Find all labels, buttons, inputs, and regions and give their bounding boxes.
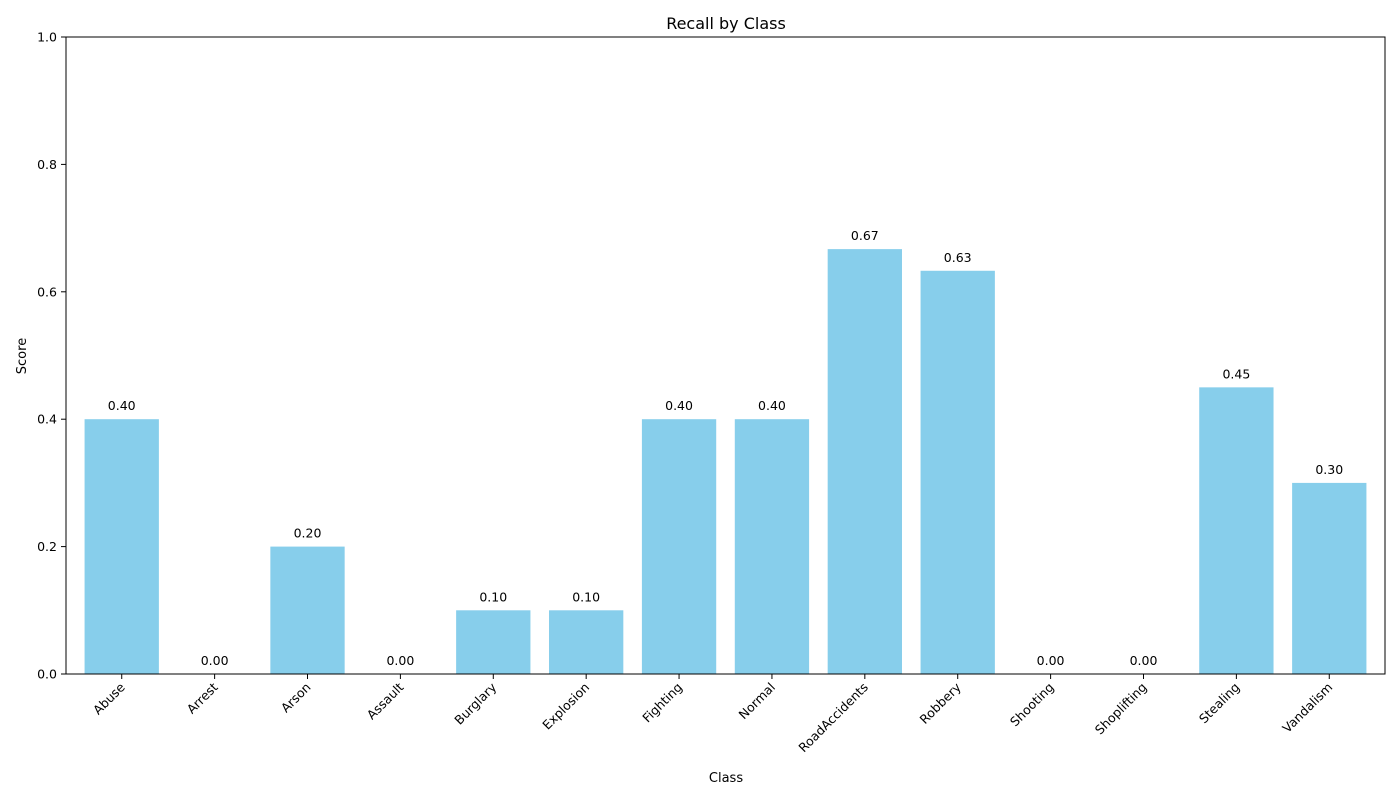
y-tick-label: 0.6 xyxy=(37,284,57,299)
bar-vandalism xyxy=(1292,482,1367,674)
bar-burglary xyxy=(456,610,531,674)
x-axis-title: Class xyxy=(709,771,743,786)
data-label-normal: 0.40 xyxy=(758,398,786,413)
y-axis-title: Score xyxy=(15,338,30,374)
data-label-robbery: 0.63 xyxy=(944,250,972,265)
bar-normal xyxy=(734,419,810,674)
bar-roadaccidents xyxy=(827,249,902,674)
bar-stealing xyxy=(1199,387,1274,674)
bar-robbery xyxy=(920,270,995,674)
y-tick-label: 0.0 xyxy=(37,667,57,682)
y-tick-label: 0.2 xyxy=(37,539,57,554)
data-label-stealing: 0.45 xyxy=(1222,366,1250,381)
data-label-shoplifting: 0.00 xyxy=(1130,653,1158,668)
data-label-fighting: 0.40 xyxy=(665,398,693,413)
bar-abuse xyxy=(84,419,159,674)
data-labels-group: 0.40 0.00 0.20 0.00 0.10 0.10 0.40 0.40 0.67 0.63… xyxy=(108,228,1343,668)
data-label-assault: 0.00 xyxy=(386,653,414,668)
bars-group xyxy=(84,249,1367,674)
data-label-shooting: 0.00 xyxy=(1037,653,1065,668)
chart-title: Recall by Class xyxy=(666,14,786,33)
data-label-explosion: 0.10 xyxy=(572,589,600,604)
y-tick-label: 0.8 xyxy=(37,157,57,172)
data-label-burglary: 0.10 xyxy=(479,589,507,604)
data-label-arson: 0.20 xyxy=(294,526,322,541)
data-label-arrest: 0.00 xyxy=(201,653,229,668)
y-tick-label: 0.4 xyxy=(37,412,57,427)
data-label-roadaccidents: 0.67 xyxy=(851,228,879,243)
data-label-abuse: 0.40 xyxy=(108,398,136,413)
bar-arson xyxy=(270,546,345,674)
bar-explosion xyxy=(549,610,624,674)
y-axis: 0.0 0.2 0.4 0.6 0.8 1.0 xyxy=(37,30,66,682)
data-label-vandalism: 0.30 xyxy=(1315,462,1343,477)
plot-frame xyxy=(65,36,1386,675)
y-tick-label: 1.0 xyxy=(37,30,57,45)
bar-fighting xyxy=(641,419,717,674)
